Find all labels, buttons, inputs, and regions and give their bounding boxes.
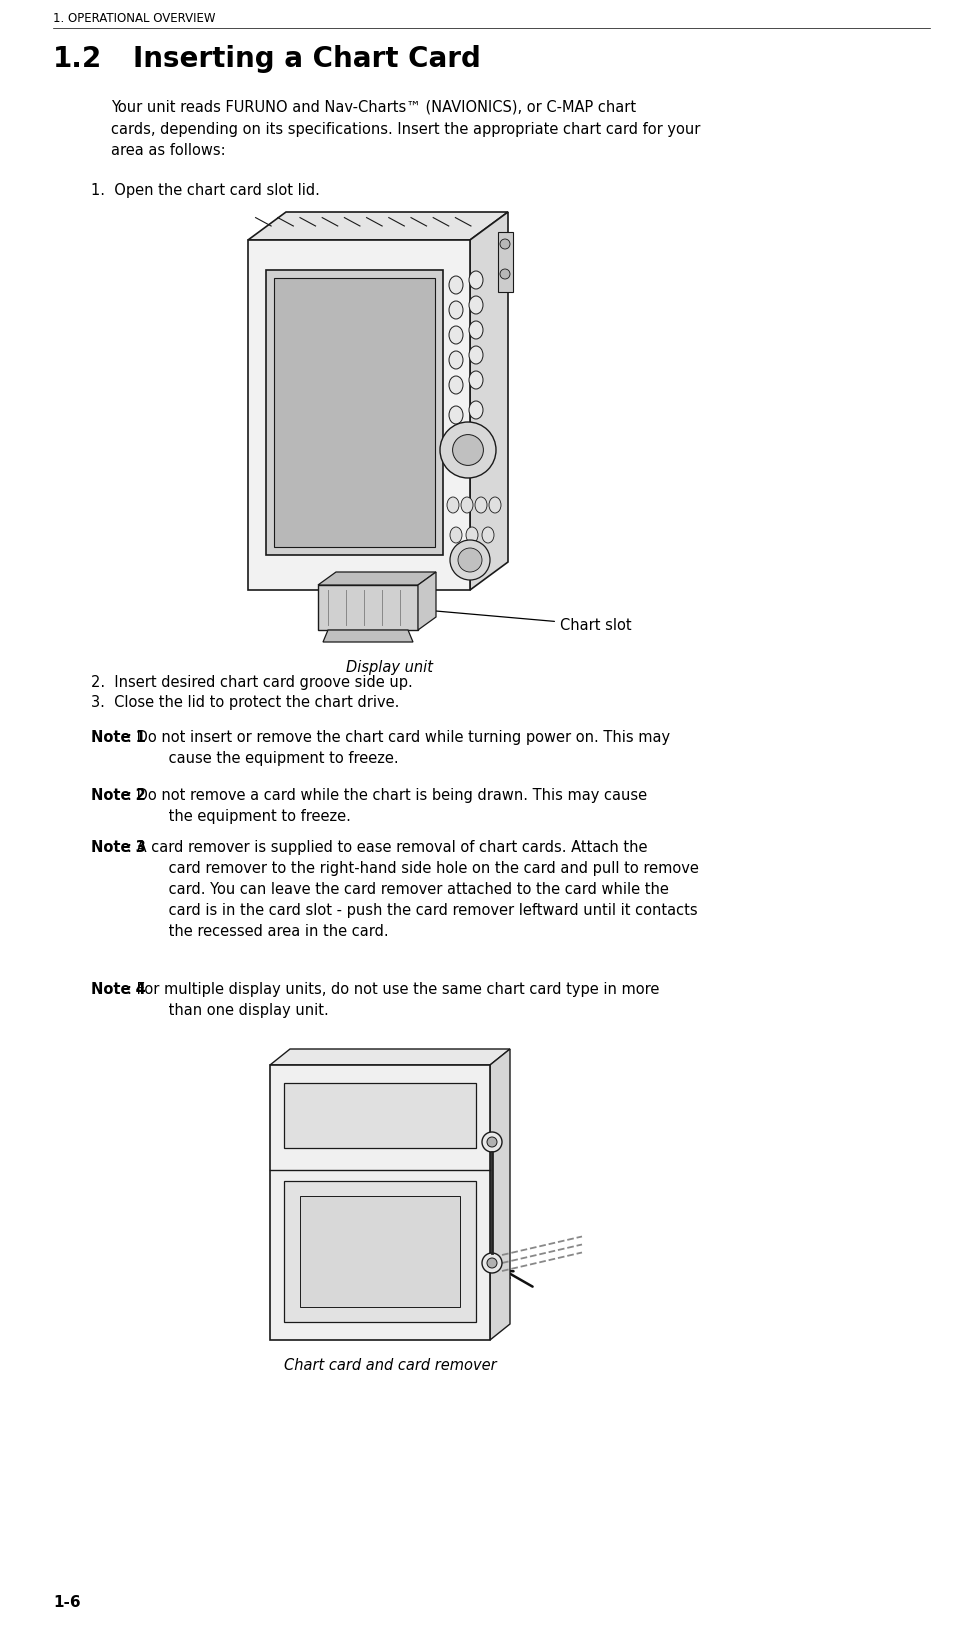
Polygon shape xyxy=(248,240,470,590)
Polygon shape xyxy=(418,572,435,631)
Text: 3.  Close the lid to protect the chart drive.: 3. Close the lid to protect the chart dr… xyxy=(90,694,399,711)
Text: Chart slot: Chart slot xyxy=(392,608,631,632)
Ellipse shape xyxy=(465,526,478,543)
Ellipse shape xyxy=(449,302,462,319)
Polygon shape xyxy=(470,212,507,590)
Polygon shape xyxy=(270,1064,489,1340)
Text: : A card remover is supplied to ease removal of chart cards. Attach the
        : : A card remover is supplied to ease rem… xyxy=(127,839,698,939)
Ellipse shape xyxy=(460,497,473,513)
Ellipse shape xyxy=(469,372,482,390)
Text: Display unit: Display unit xyxy=(346,660,433,675)
Text: 1. OPERATIONAL OVERVIEW: 1. OPERATIONAL OVERVIEW xyxy=(53,11,215,24)
Ellipse shape xyxy=(469,346,482,363)
Polygon shape xyxy=(266,271,442,554)
Polygon shape xyxy=(318,572,435,585)
Polygon shape xyxy=(323,631,412,642)
Text: 1.2: 1.2 xyxy=(53,46,102,73)
Text: Note 1: Note 1 xyxy=(90,730,145,745)
Ellipse shape xyxy=(449,377,462,394)
Circle shape xyxy=(481,1131,502,1152)
Text: Chart card and card remover: Chart card and card remover xyxy=(283,1358,496,1372)
Text: : Do not remove a card while the chart is being drawn. This may cause
         t: : Do not remove a card while the chart i… xyxy=(127,787,646,825)
Polygon shape xyxy=(498,231,512,292)
Text: : Do not insert or remove the chart card while turning power on. This may
      : : Do not insert or remove the chart card… xyxy=(127,730,669,766)
Circle shape xyxy=(439,422,496,478)
Ellipse shape xyxy=(488,497,501,513)
Text: 2.  Insert desired chart card groove side up.: 2. Insert desired chart card groove side… xyxy=(90,675,412,689)
Circle shape xyxy=(452,435,482,466)
Polygon shape xyxy=(270,1050,509,1064)
Text: Your unit reads FURUNO and Nav-Charts™ (NAVIONICS), or C-MAP chart
cards, depend: Your unit reads FURUNO and Nav-Charts™ (… xyxy=(111,99,700,158)
Circle shape xyxy=(500,269,509,279)
Ellipse shape xyxy=(449,350,462,368)
Ellipse shape xyxy=(450,526,461,543)
Text: 1.  Open the chart card slot lid.: 1. Open the chart card slot lid. xyxy=(90,183,319,197)
Ellipse shape xyxy=(481,526,494,543)
Ellipse shape xyxy=(447,497,458,513)
Circle shape xyxy=(500,240,509,249)
Polygon shape xyxy=(318,585,418,631)
Polygon shape xyxy=(283,1180,476,1322)
Ellipse shape xyxy=(449,326,462,344)
Text: Note 2: Note 2 xyxy=(90,787,145,804)
Polygon shape xyxy=(489,1050,509,1340)
Text: Inserting a Chart Card: Inserting a Chart Card xyxy=(133,46,480,73)
Circle shape xyxy=(457,548,481,572)
Text: Note 4: Note 4 xyxy=(90,981,145,998)
Ellipse shape xyxy=(469,321,482,339)
Circle shape xyxy=(450,540,489,580)
Text: 1-6: 1-6 xyxy=(53,1596,81,1610)
Circle shape xyxy=(481,1253,502,1273)
Polygon shape xyxy=(274,279,434,548)
Polygon shape xyxy=(300,1195,459,1307)
Text: : For multiple display units, do not use the same chart card type in more
      : : For multiple display units, do not use… xyxy=(127,981,658,1019)
Ellipse shape xyxy=(469,271,482,289)
Circle shape xyxy=(486,1138,497,1148)
Circle shape xyxy=(486,1258,497,1268)
Ellipse shape xyxy=(449,406,462,424)
Ellipse shape xyxy=(475,497,486,513)
Polygon shape xyxy=(248,212,507,240)
Ellipse shape xyxy=(449,275,462,293)
Ellipse shape xyxy=(469,297,482,315)
Polygon shape xyxy=(283,1082,476,1148)
Text: Note 3: Note 3 xyxy=(90,839,145,856)
Ellipse shape xyxy=(469,401,482,419)
